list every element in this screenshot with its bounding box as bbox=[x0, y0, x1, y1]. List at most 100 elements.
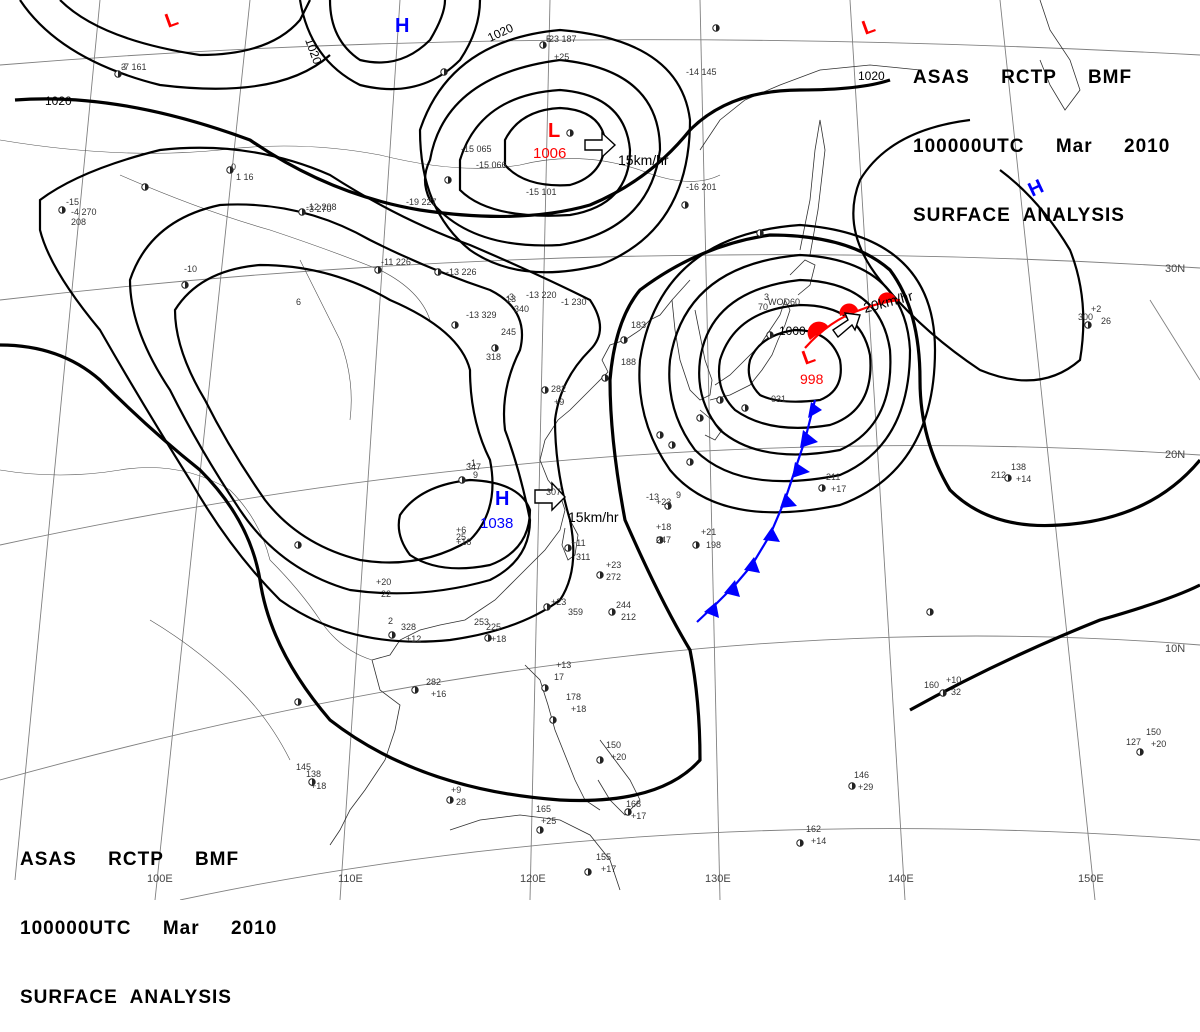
chart-header-bottom: ASAS RCTP BMF 100000UTC Mar 2010 SURFACE… bbox=[20, 802, 277, 1032]
station-value: +14 bbox=[811, 836, 826, 846]
station-value: -15 101 bbox=[526, 187, 557, 197]
isobar-label: 1020 bbox=[45, 94, 72, 108]
station-cloud-cover bbox=[543, 41, 547, 49]
station-value: 160 bbox=[924, 680, 939, 690]
station-cloud-cover bbox=[495, 344, 499, 352]
station-value: +29 bbox=[858, 782, 873, 792]
cold-front-barb bbox=[704, 602, 719, 618]
isobar-north-3 bbox=[328, 0, 447, 64]
station-value: +20 bbox=[376, 577, 391, 587]
coastline-okhotsk bbox=[699, 64, 921, 151]
station-cloud-cover bbox=[720, 396, 724, 404]
header-time-line: 100000UTC Mar 2010 bbox=[20, 918, 278, 939]
isobar-north-2 bbox=[19, 0, 331, 90]
station-cloud-cover bbox=[392, 631, 396, 639]
station-value: 13 bbox=[506, 294, 516, 304]
station-value: 150 bbox=[1146, 727, 1161, 737]
station-cloud-cover bbox=[943, 689, 947, 697]
isobar-998-5 bbox=[638, 223, 937, 514]
coastline-kamchatka bbox=[1039, 0, 1081, 111]
meridian bbox=[999, 0, 1096, 901]
border bbox=[149, 619, 291, 761]
station-value: 32 bbox=[951, 687, 961, 697]
station-cloud-cover bbox=[852, 782, 856, 790]
station-value: -13 226 bbox=[446, 267, 477, 277]
isobar-value-labels: 1020 1020 1020 1020 1000 bbox=[45, 21, 885, 338]
parallel bbox=[179, 828, 1200, 901]
meridian bbox=[1149, 299, 1200, 381]
station-value: +18 bbox=[571, 704, 586, 714]
cold-front bbox=[696, 399, 822, 623]
coastline-hokkaido bbox=[789, 259, 816, 296]
station-value: -4 270 bbox=[71, 207, 97, 217]
station-value: 168 bbox=[626, 799, 641, 809]
warm-front-bump bbox=[807, 321, 828, 340]
station-cloud-cover bbox=[455, 321, 459, 329]
station-value: 307 bbox=[546, 487, 561, 497]
station-cloud-cover bbox=[302, 208, 306, 216]
station-value: +21 bbox=[701, 527, 716, 537]
cold-front-barb bbox=[724, 580, 740, 597]
station-value: +16 bbox=[456, 537, 471, 547]
station-cloud-cover bbox=[822, 484, 826, 492]
border bbox=[299, 259, 352, 421]
station-cloud-cover bbox=[685, 201, 689, 209]
isobar-north-4 bbox=[298, 0, 482, 91]
warm-front-bump bbox=[839, 303, 858, 316]
station-value: +23 bbox=[656, 497, 671, 507]
station-cloud-cover bbox=[760, 229, 764, 237]
station-value: +25 bbox=[541, 816, 556, 826]
station-value: +6 bbox=[456, 525, 466, 535]
low-center-nw: L bbox=[162, 8, 181, 33]
station-value: 9 bbox=[473, 470, 478, 480]
station-value: +20 bbox=[611, 752, 626, 762]
station-value: -15 066 bbox=[476, 160, 507, 170]
station-value: 245 bbox=[501, 327, 516, 337]
isobar-1038 bbox=[397, 478, 532, 570]
longitude-label: 100E bbox=[147, 873, 173, 885]
station-value: 138 bbox=[306, 769, 321, 779]
header-title-line: SURFACE ANALYSIS bbox=[20, 987, 232, 1008]
station-value: 198 bbox=[706, 540, 721, 550]
station-value: -16 201 bbox=[686, 182, 717, 192]
station-value: 188 bbox=[621, 357, 636, 367]
station-value: +23 bbox=[606, 560, 621, 570]
station-value: 22 bbox=[381, 589, 391, 599]
station-value: 28 bbox=[456, 797, 466, 807]
station-cloud-cover bbox=[660, 431, 664, 439]
border bbox=[119, 174, 431, 321]
station-value: +2 bbox=[1091, 304, 1101, 314]
isobar-998-4 bbox=[668, 253, 912, 483]
meridian bbox=[529, 0, 551, 901]
motion-arrow bbox=[584, 131, 617, 159]
station-value: -13 329 bbox=[466, 310, 497, 320]
station-labels: -7 161-23 187+25-14 145-19 227-15 065-15… bbox=[66, 34, 1166, 874]
station-value: -1 bbox=[468, 458, 476, 468]
station-cloud-cover bbox=[1088, 321, 1092, 329]
station-value: WOD60 bbox=[768, 297, 800, 307]
station-value: 347 bbox=[466, 462, 481, 472]
station-cloud-cover bbox=[800, 839, 804, 847]
latitude-label: 30N bbox=[1165, 263, 1185, 275]
station-cloud-cover bbox=[450, 796, 454, 804]
station-cloud-cover bbox=[488, 634, 492, 642]
station-value: 3 bbox=[764, 292, 769, 302]
coastline-korea bbox=[671, 299, 713, 401]
station-value: 282 bbox=[426, 677, 441, 687]
station-cloud-cover bbox=[612, 608, 616, 616]
parallel bbox=[0, 635, 1200, 781]
isobar-west-1 bbox=[38, 146, 602, 643]
station-cloud-cover bbox=[415, 686, 419, 694]
station-value: -14 145 bbox=[686, 67, 717, 77]
coordinate-labels: 110E 120E 130E 140E 150E 100E 30N 20N 10… bbox=[147, 263, 1185, 885]
station-value: 165 bbox=[536, 804, 551, 814]
parallel bbox=[0, 445, 1200, 546]
parallel bbox=[0, 254, 1200, 301]
station-cloud-cover bbox=[696, 541, 700, 549]
station-value: 162 bbox=[806, 824, 821, 834]
station-value: -13 bbox=[646, 492, 659, 502]
station-value: -23 187 bbox=[546, 34, 577, 44]
motion-arrow bbox=[832, 312, 861, 339]
station-cloud-cover bbox=[668, 502, 672, 510]
station-cloud-cover bbox=[62, 206, 66, 214]
